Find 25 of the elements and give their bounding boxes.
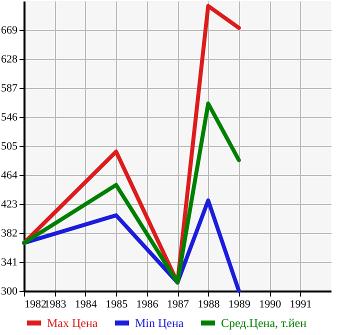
x-tick-label: 1985 [106,298,128,310]
y-tick-label: 423 [1,198,18,210]
y-tick-label: 628 [1,54,18,66]
y-tick-label: 546 [1,112,18,124]
x-tick-label: 1988 [198,298,220,310]
x-tick-label: 1990 [259,298,282,310]
x-tick-label: 1983 [44,298,67,310]
y-tick-label: 341 [1,256,18,268]
legend-label: Сред.Цена, т.йен [221,316,308,330]
y-tick-label: 505 [1,140,18,152]
x-tick-label: 1989 [228,298,251,310]
y-tick-label: 464 [1,170,18,182]
y-tick-label: 382 [1,228,18,240]
y-tick-label: 669 [1,24,18,36]
x-tick-label: 1987 [167,298,190,310]
y-tick-label: 300 [1,286,18,298]
line-series [22,102,241,285]
x-tick-label: 1984 [74,298,98,310]
x-tick-label: 1982 [24,298,46,310]
legend-label: Max Цена [47,316,98,330]
x-tick-label: 1991 [290,298,312,310]
y-tick-label: 587 [1,82,18,94]
line-series [22,198,241,293]
legend-label: Min Цена [135,316,184,330]
x-tick-label: 1986 [136,298,159,310]
